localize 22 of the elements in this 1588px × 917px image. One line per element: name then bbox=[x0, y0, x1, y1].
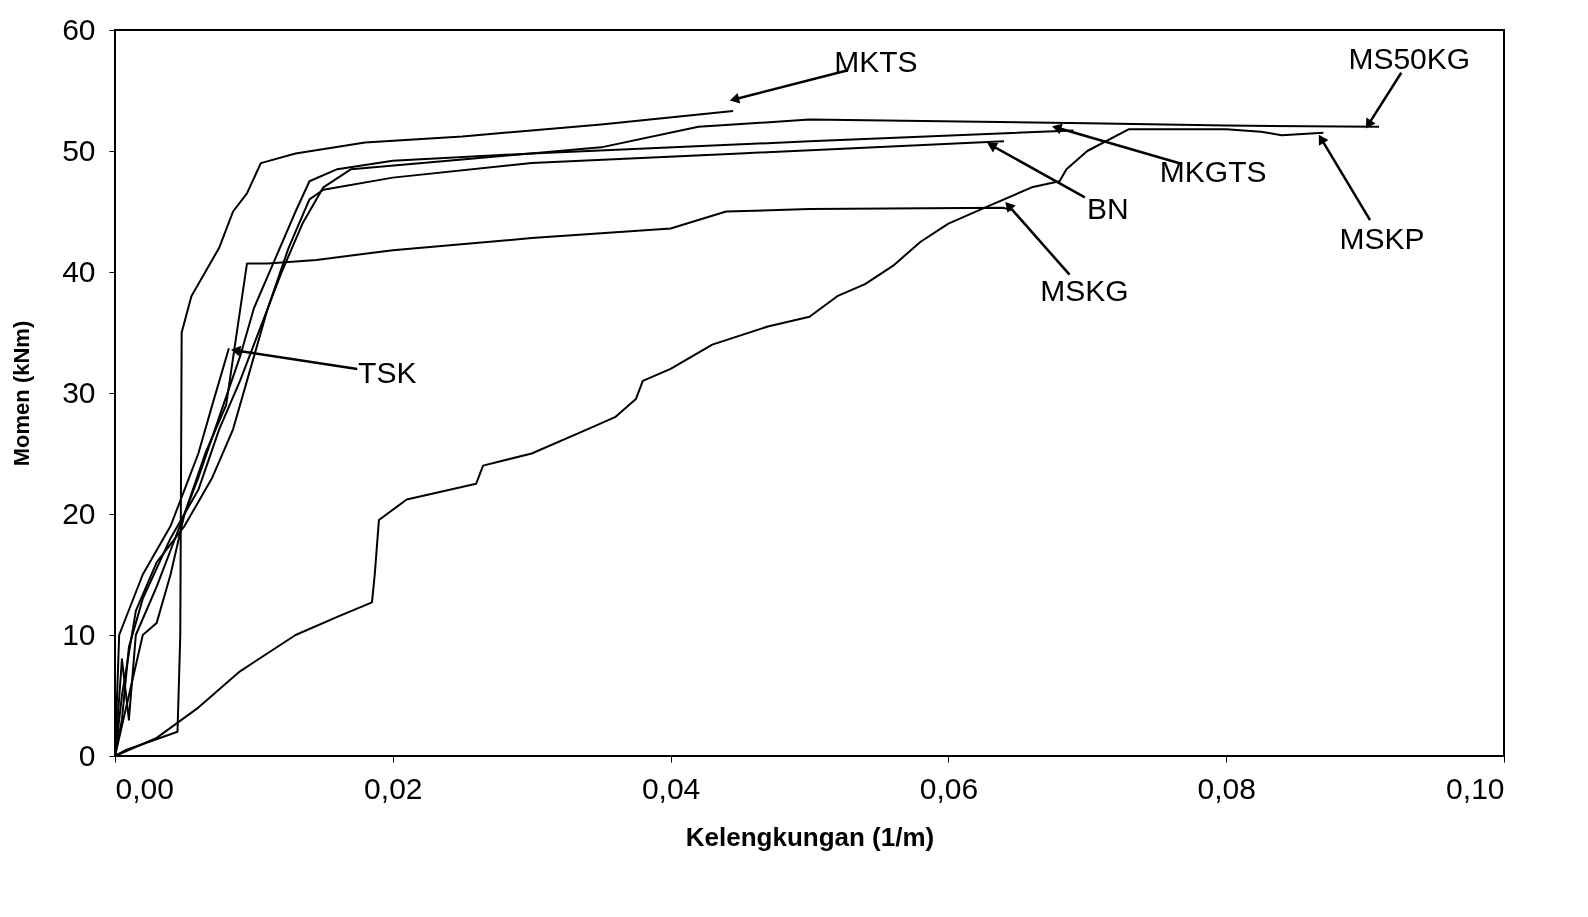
x-tick-label: 0,10 bbox=[1446, 771, 1505, 805]
y-axis-title: Momen (kNm) bbox=[9, 320, 35, 467]
y-tick-label: 40 bbox=[62, 254, 96, 288]
x-tick-label: 0,04 bbox=[641, 771, 701, 805]
x-axis-title: Kelengkungan (1/m) bbox=[685, 821, 935, 852]
annotation: MSKG bbox=[1040, 273, 1129, 307]
y-tick-label: 60 bbox=[62, 12, 96, 46]
y-tick-label: 20 bbox=[62, 496, 96, 530]
y-tick-label: 0 bbox=[78, 738, 96, 772]
y-tick-label: 50 bbox=[62, 133, 96, 167]
y-tick-label: 30 bbox=[62, 375, 96, 409]
annotation: MKGTS bbox=[1159, 155, 1267, 189]
x-tick-label: 0,06 bbox=[919, 771, 979, 805]
annotation: TSK bbox=[358, 355, 417, 389]
x-tick-label: 0,00 bbox=[115, 771, 174, 805]
x-tick-label: 0,08 bbox=[1197, 771, 1256, 805]
annotation: MKTS bbox=[834, 44, 918, 78]
y-tick-label: 10 bbox=[62, 617, 96, 651]
annotation: MSKP bbox=[1339, 222, 1425, 256]
annotation: MS50KG bbox=[1348, 42, 1471, 76]
x-tick-label: 0,02 bbox=[364, 771, 423, 805]
annotation: BN bbox=[1087, 192, 1129, 226]
